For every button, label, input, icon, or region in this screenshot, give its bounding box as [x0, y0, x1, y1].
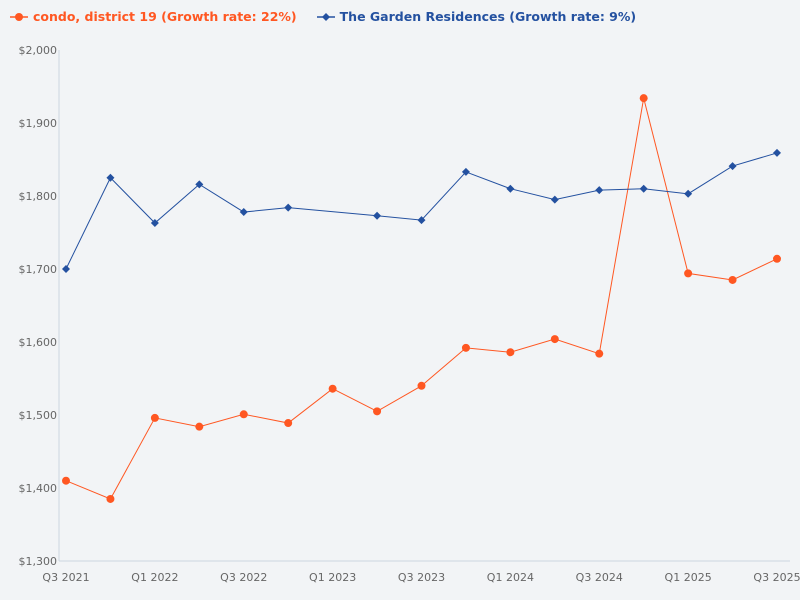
data-point	[461, 343, 470, 352]
data-point	[773, 254, 781, 263]
legend: condo, district 19 (Growth rate: 22%) The…	[10, 9, 636, 24]
data-point	[728, 275, 737, 284]
y-tick-label: $1,400	[19, 482, 58, 495]
series-line-1	[65, 98, 778, 500]
x-tick-label: Q1 2023	[309, 571, 356, 584]
data-point	[684, 189, 693, 198]
data-point	[195, 422, 204, 431]
data-point	[639, 184, 648, 193]
x-tick-label: Q3 2021	[42, 571, 89, 584]
x-tick-label: Q1 2024	[487, 571, 534, 584]
y-tick-label: $1,500	[19, 409, 58, 422]
legend-label: The Garden Residences (Growth rate: 9%)	[339, 9, 637, 24]
x-tick-label: Q3 2024	[576, 571, 623, 584]
data-point	[62, 476, 70, 485]
y-tick-label: $1,900	[19, 117, 58, 130]
diamond-marker-icon	[316, 12, 335, 21]
y-tick-label: $2,000	[19, 44, 58, 57]
data-point	[417, 216, 426, 225]
data-point	[595, 186, 604, 195]
x-tick-label: Q3 2022	[220, 571, 267, 584]
data-point	[773, 148, 781, 157]
data-point	[506, 184, 515, 193]
data-point	[62, 265, 70, 273]
data-point	[550, 335, 559, 344]
data-point	[239, 208, 248, 217]
data-point	[284, 419, 293, 428]
y-tick-label: $1,600	[19, 336, 58, 349]
data-point	[106, 494, 115, 503]
legend-label: condo, district 19 (Growth rate: 22%)	[33, 9, 297, 24]
legend-item[interactable]: condo, district 19 (Growth rate: 22%)	[10, 9, 297, 24]
data-point	[150, 219, 159, 228]
x-tick-label: Q1 2025	[665, 571, 712, 584]
y-tick-label: $1,300	[19, 555, 58, 568]
circle-marker-icon	[10, 12, 28, 21]
data-point	[373, 211, 382, 220]
y-tick-label: $1,800	[19, 190, 58, 203]
y-tick-label: $1,700	[19, 263, 58, 276]
legend-item[interactable]: The Garden Residences (Growth rate: 9%)	[316, 9, 637, 24]
data-point	[195, 180, 204, 189]
data-point	[284, 203, 293, 212]
data-point	[595, 349, 604, 358]
data-point	[639, 94, 648, 103]
data-point	[373, 407, 382, 416]
x-tick-label: Q3 2025	[753, 571, 800, 584]
data-point	[106, 173, 115, 182]
data-point	[506, 348, 515, 357]
series-line-2	[65, 152, 778, 270]
data-point	[150, 413, 159, 422]
data-point	[550, 195, 559, 204]
x-tick-label: Q3 2023	[398, 571, 445, 584]
data-point	[684, 269, 693, 278]
data-point	[417, 381, 426, 390]
data-point	[239, 410, 248, 419]
data-point	[728, 162, 737, 171]
x-tick-label: Q1 2022	[131, 571, 178, 584]
data-point	[328, 384, 337, 393]
data-point	[461, 167, 470, 176]
